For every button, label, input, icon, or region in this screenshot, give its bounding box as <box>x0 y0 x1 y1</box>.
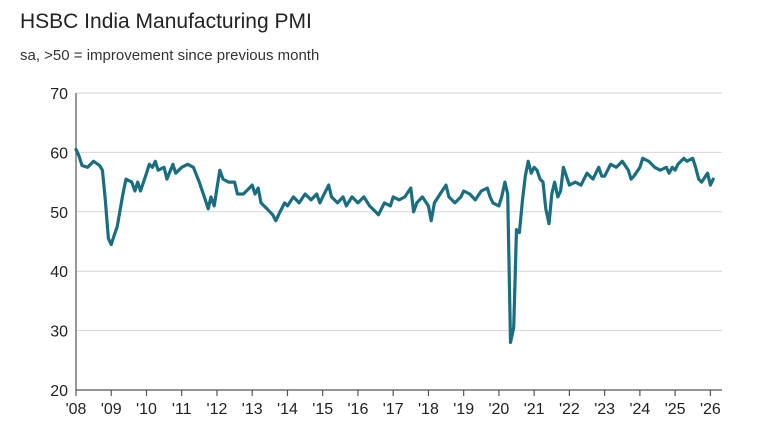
x-tick-label-2013: '13 <box>242 401 263 418</box>
x-tick-label-2018: '18 <box>418 401 439 418</box>
x-tick-label-2022: '22 <box>559 401 580 418</box>
y-tick-label-20: 20 <box>50 383 68 400</box>
series-line-pmi <box>74 147 715 345</box>
x-tick-label-2017: '17 <box>383 401 404 418</box>
x-tick-label-2012: '12 <box>207 401 228 418</box>
y-tick-label-40: 40 <box>50 264 68 281</box>
x-tick-label-2026: '26 <box>700 401 721 418</box>
y-tick-label-60: 60 <box>50 145 68 162</box>
y-tick-label-30: 30 <box>50 324 68 341</box>
x-tick-label-2016: '16 <box>348 401 369 418</box>
y-tick-label-70: 70 <box>50 86 68 103</box>
x-tick-label-2015: '15 <box>312 401 333 418</box>
x-tick-label-2023: '23 <box>594 401 615 418</box>
x-tick-label-2009: '09 <box>101 401 122 418</box>
x-tick-label-2020: '20 <box>488 401 509 418</box>
x-tick-label-2025: '25 <box>665 401 686 418</box>
x-tick-label-2021: '21 <box>524 401 545 418</box>
x-tick-label-2008: '08 <box>66 401 87 418</box>
x-tick-label-2011: '11 <box>172 401 192 418</box>
x-tick-label-2014: '14 <box>277 401 298 418</box>
chart-title: HSBC India Manufacturing PMI <box>20 10 312 33</box>
chart-subtitle: sa, >50 = improvement since previous mon… <box>20 47 320 64</box>
x-tick-label-2010: '10 <box>136 401 157 418</box>
y-tick-label-50: 50 <box>50 205 68 222</box>
x-tick-label-2024: '24 <box>629 401 650 418</box>
x-tick-label-2019: '19 <box>453 401 474 418</box>
